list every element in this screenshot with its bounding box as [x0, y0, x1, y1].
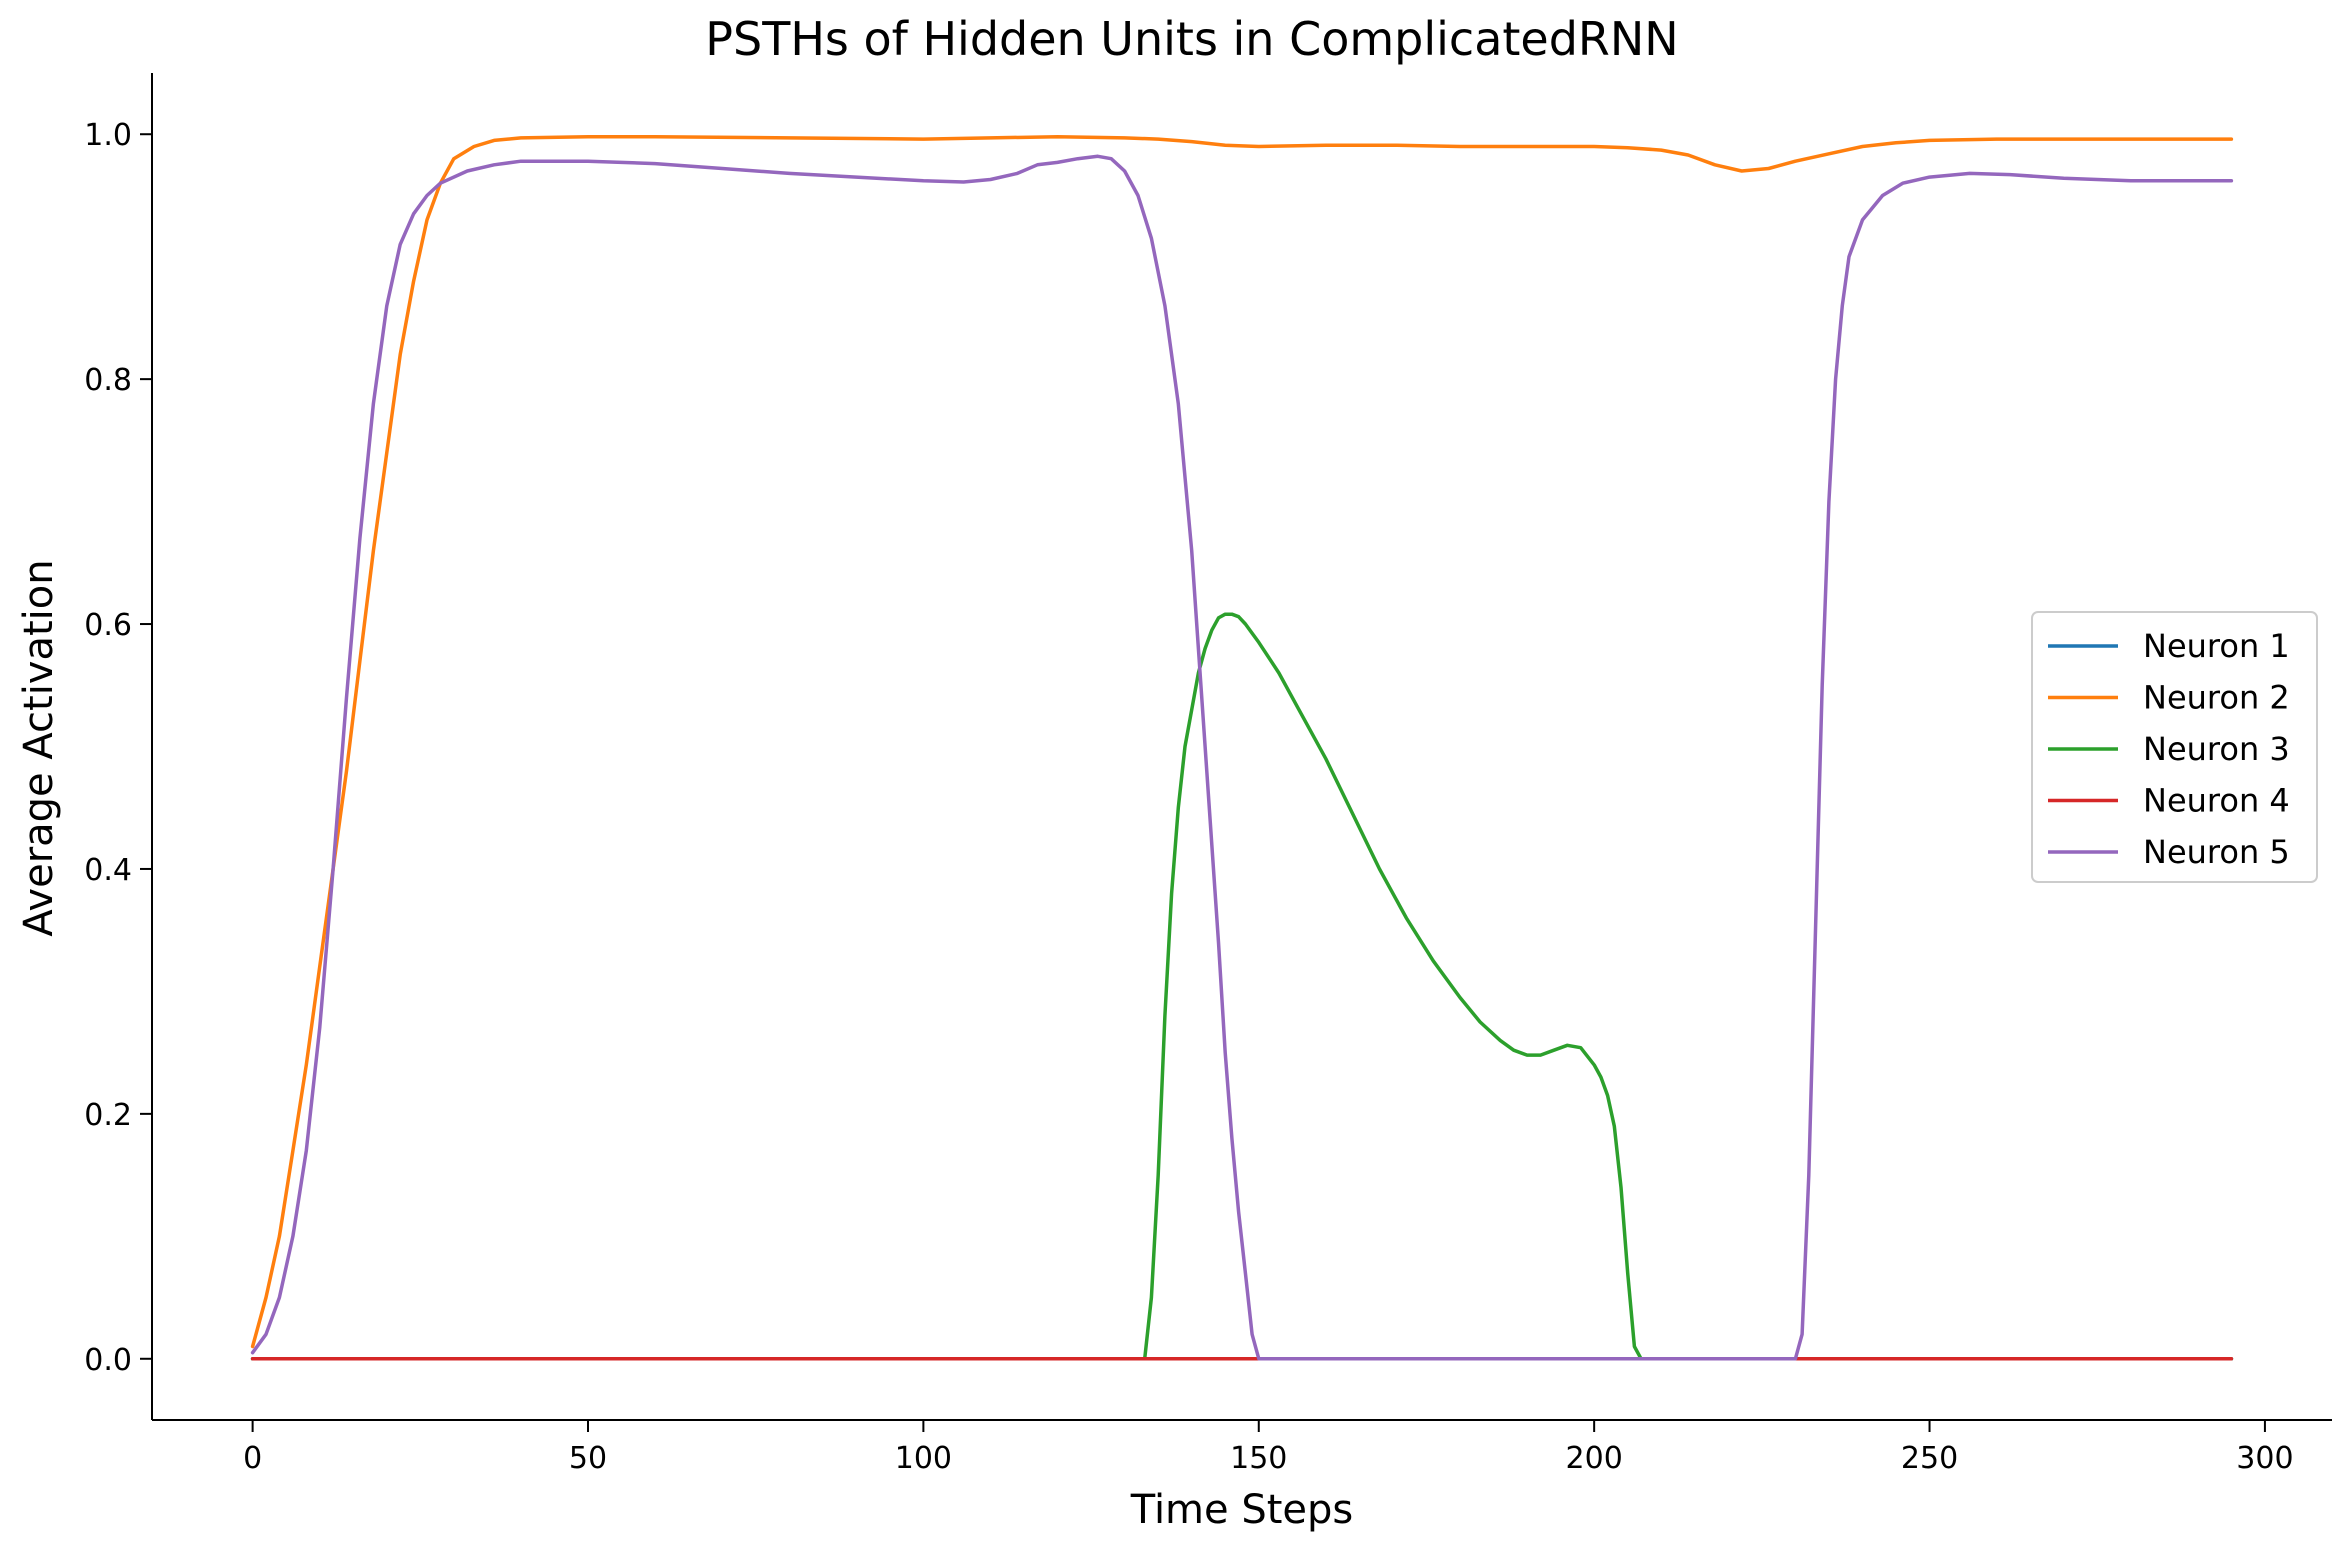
legend-label-neuron-2: Neuron 2 [2143, 679, 2290, 717]
legend-label-neuron-3: Neuron 3 [2143, 730, 2290, 768]
legend-label-neuron-1: Neuron 1 [2143, 627, 2290, 665]
y-tick-label: 0.4 [84, 853, 132, 888]
chart-title: PSTHs of Hidden Units in ComplicatedRNN [705, 12, 1678, 66]
y-tick-label: 0.6 [84, 608, 132, 643]
x-axis-label: Time Steps [1130, 1487, 1354, 1533]
x-tick-label: 50 [569, 1441, 607, 1476]
y-tick-label: 0.2 [84, 1098, 132, 1133]
y-tick-label: 0.0 [84, 1343, 132, 1378]
legend: Neuron 1 Neuron 2 Neuron 3 Neuron 4 Neuron 5 [2031, 611, 2318, 883]
x-tick-label: 250 [1901, 1441, 1958, 1476]
x-tick-label: 100 [895, 1441, 952, 1476]
series-line-neuron-2 [250, 134, 2234, 1349]
legend-label-neuron-4: Neuron 4 [2143, 782, 2290, 820]
series-line-neuron-5 [250, 154, 2234, 1361]
axis-ticks: 0 50 100 150 200 250 300 0.0 0.2 0.4 0.6 0.8 1.0 [84, 118, 2293, 1476]
series-layer [250, 134, 2234, 1361]
y-tick-label: 0.8 [84, 363, 132, 398]
y-tick-label: 1.0 [84, 118, 132, 153]
x-tick-label: 0 [243, 1441, 262, 1476]
x-tick-label: 300 [2236, 1441, 2293, 1476]
legend-frame [2031, 611, 2318, 883]
x-tick-label: 150 [1230, 1441, 1287, 1476]
legend-label-neuron-5: Neuron 5 [2143, 833, 2290, 871]
x-tick-label: 200 [1566, 1441, 1623, 1476]
y-axis-label: Average Activation [16, 559, 62, 936]
series-line-neuron-3 [250, 612, 2234, 1361]
